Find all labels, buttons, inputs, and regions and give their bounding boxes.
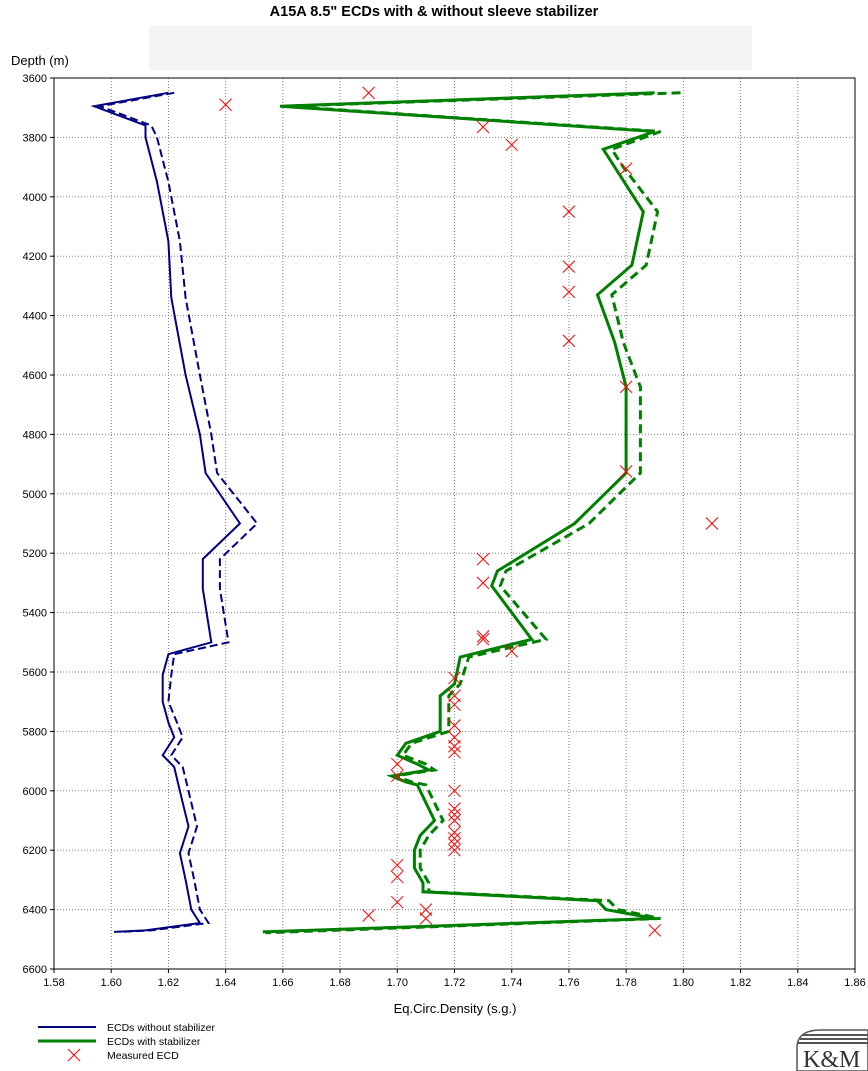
measured-ecd-point: [448, 689, 461, 703]
measured-ecd-point: [448, 814, 461, 827]
km-logo: K&M: [781, 1028, 868, 1071]
measured-ecd-point: [390, 757, 404, 771]
y-tick-label: 6200: [23, 845, 47, 857]
measured-ecd-point: [419, 912, 433, 925]
y-tick-label: 5800: [23, 726, 47, 738]
measured-ecd-point: [476, 120, 490, 134]
measured-ecd-point: [390, 858, 404, 872]
measured-ecd-point: [448, 843, 461, 857]
x-tick-label: 1.58: [43, 977, 64, 989]
without-stabilizer-solid-line: [90, 91, 242, 933]
x-tick-label: 1.64: [215, 977, 236, 989]
measured-ecd-point: [476, 552, 490, 566]
y-tick-label: 4600: [23, 370, 47, 382]
y-tick-label: 3800: [23, 132, 47, 144]
without-stabilizer-dashed-line: [96, 91, 259, 933]
measured-ecd-point: [505, 644, 519, 658]
measured-ecd-point: [476, 632, 490, 646]
measured-ecd-point: [219, 98, 232, 112]
measured-ecd-point: [619, 380, 633, 394]
measured-ecd-point: [448, 837, 461, 851]
legend-label: ECDs with stabilizer: [107, 1036, 201, 1048]
logo-text: K&M: [803, 1047, 860, 1071]
x-tick-label: 1.72: [444, 977, 465, 989]
measured-ecd-point: [390, 870, 404, 884]
measured-ecd-point: [362, 86, 376, 100]
y-tick-label: 6400: [23, 905, 47, 917]
x-tick-label: 1.78: [615, 977, 636, 989]
y-tick-label: 5400: [23, 608, 47, 620]
plot-frame: [53, 77, 856, 970]
measured-ecd-point: [448, 698, 461, 712]
measured-ecd-point: [448, 730, 461, 744]
measured-ecd-point: [419, 903, 433, 916]
with-stabilizer-solid-line: [262, 91, 656, 934]
measured-ecd-point: [448, 719, 461, 732]
y-tick-label: 6600: [23, 964, 47, 976]
x-tick-label: 1.76: [558, 977, 579, 989]
measured-ecd-point: [476, 630, 490, 643]
y-tick-label: 5000: [23, 489, 47, 501]
y-tick-label: 4400: [23, 311, 47, 323]
measured-ecd-point: [448, 671, 461, 685]
x-tick-label: 1.80: [673, 977, 694, 989]
measured-ecd-point: [476, 576, 490, 590]
measured-ecd-point: [505, 138, 519, 152]
measured-ecd-point: [448, 831, 461, 845]
x-tick-label: 1.66: [272, 977, 293, 989]
y-axis-label: Depth (m): [11, 53, 69, 68]
measured-ecd-point: [448, 739, 461, 753]
series-layer: [90, 86, 719, 937]
y-ticks: 3600 3800 4000 4200 4400 4600 4800 5000 5200 5400…: [23, 73, 54, 976]
measured-ecd-point: [619, 465, 633, 478]
measured-ecd-point: [562, 260, 576, 273]
measured-ecd-point: [562, 205, 576, 219]
y-tick-label: 4200: [23, 251, 47, 263]
y-tick-label: 5200: [23, 548, 47, 560]
measured-ecd-point: [448, 808, 461, 821]
legend: ECDs without stabilizer ECDs with stabili…: [38, 1022, 215, 1062]
measured-ecd-point: [705, 517, 719, 530]
measured-ecd-point: [562, 285, 576, 299]
x-tick-label: 1.84: [787, 977, 808, 989]
measured-ecd-point: [448, 745, 461, 759]
measured-ecd-point: [390, 769, 404, 783]
measured-ecd-point: [648, 924, 662, 937]
chart-title: A15A 8.5" ECDs with & without sleeve sta…: [269, 4, 599, 20]
measured-ecd-point: [390, 895, 404, 909]
y-tick-label: 6000: [23, 786, 47, 798]
y-tick-label: 4800: [23, 429, 47, 441]
with-stabilizer-dashed-line: [265, 91, 681, 935]
km-logo-graphic: K&M: [796, 1029, 868, 1071]
measured-ecd-point: [619, 162, 633, 175]
measured-ecd-point: [448, 784, 461, 798]
measured-ecd-point: [448, 802, 461, 815]
legend-swatch: [67, 1048, 81, 1062]
x-tick-label: 1.62: [158, 977, 179, 989]
x-tick-label: 1.74: [501, 977, 522, 989]
subtitle-box: [149, 26, 752, 70]
x-axis-label: Eq.Circ.Density (s.g.): [394, 1001, 517, 1016]
x-tick-label: 1.68: [329, 977, 350, 989]
x-ticks: 1.58 1.60 1.62 1.64 1.66 1.68 1.70 1.72 1.74 1.76…: [43, 969, 866, 989]
measured-ecd-point: [562, 334, 576, 348]
measured-ecd-point: [362, 909, 376, 922]
y-tick-label: 4000: [23, 192, 47, 204]
x-tick-label: 1.86: [844, 977, 865, 989]
x-tick-label: 1.70: [387, 977, 408, 989]
x-tick-label: 1.60: [101, 977, 122, 989]
measured-ecd-point: [448, 826, 461, 839]
legend-label: Measured ECD: [107, 1050, 179, 1062]
legend-label: ECDs without stabilizer: [107, 1022, 215, 1034]
x-tick-label: 1.82: [730, 977, 751, 989]
y-tick-label: 3600: [23, 73, 47, 85]
y-tick-label: 5600: [23, 667, 47, 679]
